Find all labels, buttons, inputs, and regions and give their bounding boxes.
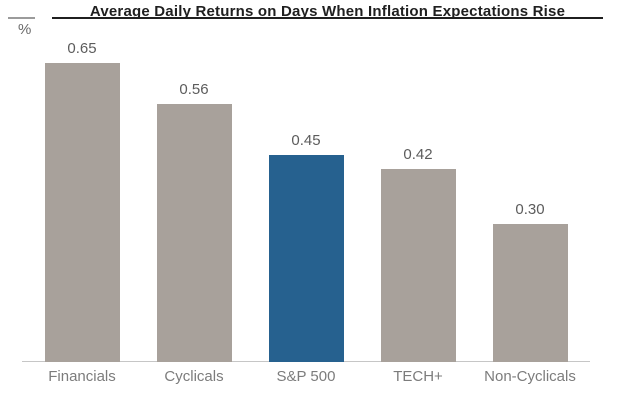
x-axis-label-s-p-500: S&P 500 (276, 368, 336, 385)
bar-cyclicals (156, 104, 232, 362)
bar-non-cyclicals (492, 224, 568, 362)
bar-financials (44, 63, 120, 362)
title-underline (52, 17, 603, 19)
x-axis-label-financials: Financials (48, 368, 116, 385)
bar-s-p-500 (268, 155, 344, 362)
bar-value-label-tech: 0.42 (403, 146, 433, 163)
x-axis-label-non-cyclicals: Non-Cyclicals (484, 368, 576, 385)
x-axis-label-cyclicals: Cyclicals (164, 368, 224, 385)
chart-title: Average Daily Returns on Days When Infla… (89, 3, 566, 20)
bar-tech (380, 169, 456, 362)
y-axis-unit-label: % (18, 21, 32, 38)
x-axis-label-tech: TECH+ (393, 368, 443, 385)
bar-value-label-cyclicals: 0.56 (179, 81, 209, 98)
bar-value-label-s-p-500: 0.45 (291, 132, 321, 149)
y-axis-unit-rule (8, 17, 35, 19)
bar-value-label-financials: 0.65 (67, 40, 97, 57)
bar-value-label-non-cyclicals: 0.30 (515, 201, 545, 218)
